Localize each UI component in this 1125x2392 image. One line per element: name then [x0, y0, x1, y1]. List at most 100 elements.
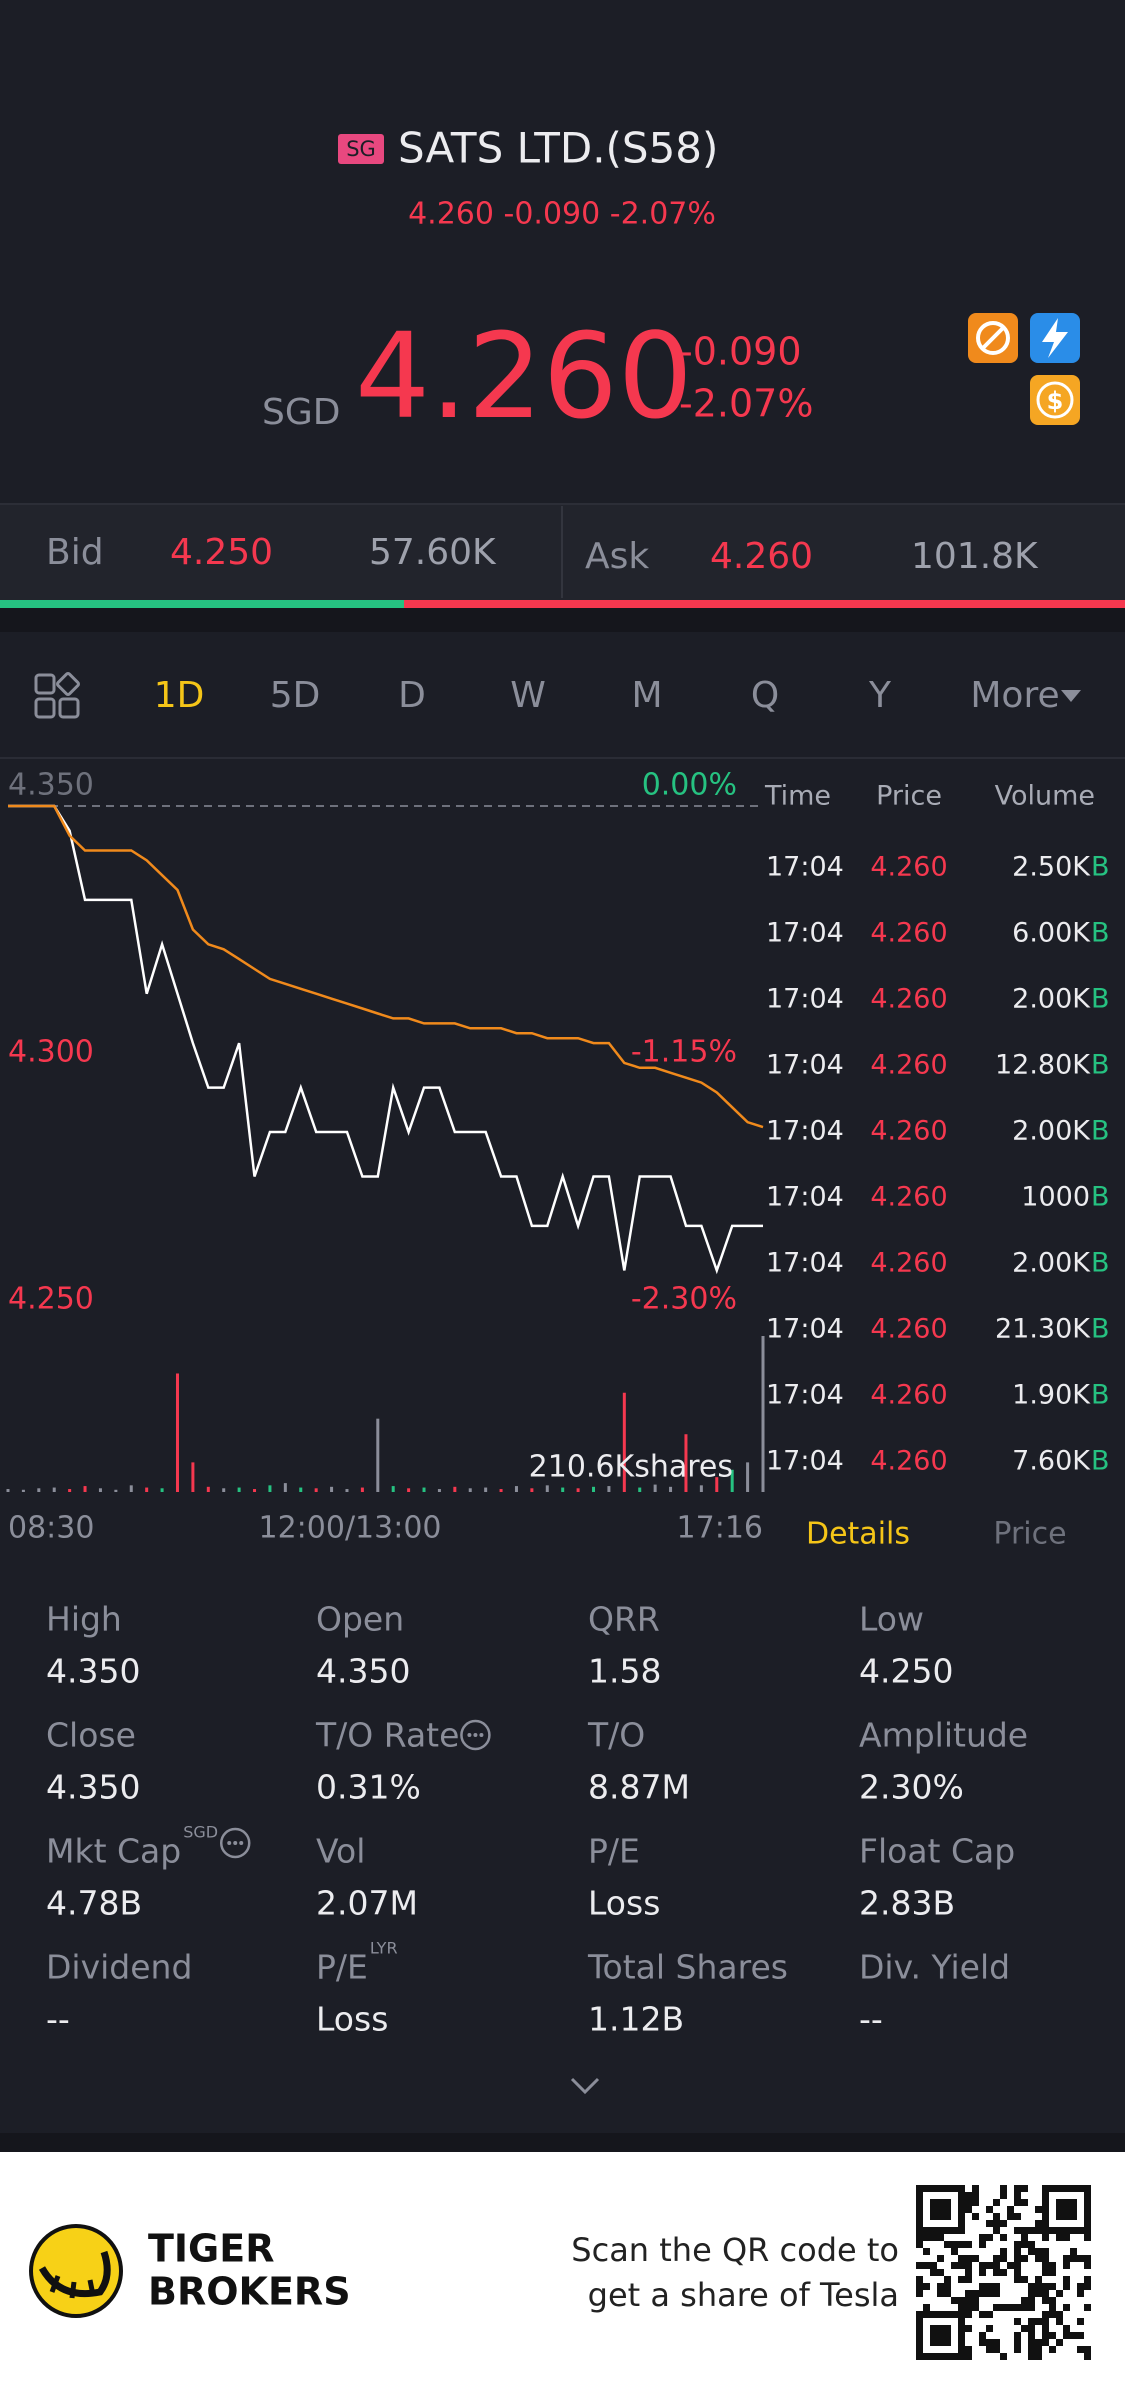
info-icon-dot: [479, 1733, 484, 1737]
qr-module: [944, 2290, 951, 2297]
qr-module: [958, 2276, 965, 2283]
volume-bar: [437, 1489, 441, 1492]
table-header: Price: [876, 781, 942, 812]
info-icon-dot: [233, 1841, 238, 1845]
timeframe-tab[interactable]: Q: [751, 675, 779, 716]
stat-value: 2.07M: [316, 1884, 418, 1923]
qr-module: [1028, 2297, 1035, 2304]
stat-label: Amplitude: [859, 1716, 1028, 1755]
trade-price: 4.260: [870, 1248, 947, 1279]
timeframe-tab[interactable]: Y: [868, 675, 892, 716]
volume-bar: [715, 1477, 719, 1492]
qr-module: [1000, 2304, 1007, 2311]
bid-size: 57.60K: [369, 532, 497, 573]
timeframe-tab[interactable]: D: [398, 675, 426, 716]
qr-module: [1014, 2241, 1021, 2248]
info-icon-dot: [473, 1733, 478, 1737]
qr-module: [937, 2234, 944, 2241]
expand-chevron[interactable]: [570, 2077, 600, 2095]
trade-side: B: [1091, 918, 1110, 949]
qr-module: [1000, 2269, 1007, 2276]
stat-label: Mkt Cap: [46, 1832, 181, 1871]
last-price: 4.260: [355, 307, 693, 445]
bid-price: 4.250: [170, 532, 273, 573]
qr-module: [972, 2255, 979, 2262]
qr-module: [944, 2325, 951, 2332]
timeframe-tab[interactable]: More: [970, 675, 1059, 716]
qr-module: [951, 2353, 958, 2360]
y-tick-label: 4.350: [8, 768, 94, 803]
volume-bar: [114, 1489, 118, 1492]
info-icon-ring: [219, 1827, 251, 1859]
qr-module: [1014, 2248, 1021, 2255]
volume-bar: [484, 1487, 488, 1492]
qr-module: [1049, 2185, 1056, 2192]
trade-side: B: [1091, 1116, 1110, 1147]
volume-bar: [376, 1418, 380, 1492]
stat-value: 4.250: [859, 1652, 953, 1691]
qr-module: [937, 2353, 944, 2360]
qr-module: [993, 2220, 1000, 2227]
qr-module: [951, 2311, 958, 2318]
layout-icon[interactable]: [34, 672, 80, 719]
qr-module: [1056, 2206, 1063, 2213]
qr-module: [1077, 2227, 1084, 2234]
qr-module: [1056, 2339, 1063, 2346]
info-icon[interactable]: [219, 1827, 251, 1859]
qr-module: [1049, 2262, 1056, 2269]
qr-module: [1084, 2346, 1091, 2353]
qr-module: [1035, 2339, 1042, 2346]
qr-module: [986, 2283, 993, 2290]
volume-bar: [653, 1484, 657, 1492]
qr-module: [979, 2241, 986, 2248]
qr-module: [1063, 2262, 1070, 2269]
svg-text:$: $: [1047, 387, 1064, 415]
qr-module: [930, 2206, 937, 2213]
qr-module: [1042, 2255, 1049, 2262]
qr-module: [1028, 2227, 1035, 2234]
qr-module: [916, 2353, 923, 2360]
panel-tab[interactable]: Details: [806, 1517, 910, 1552]
qr-module: [986, 2262, 993, 2269]
trade-side: B: [1091, 1248, 1110, 1279]
qr-module: [958, 2318, 965, 2325]
volume-bar: [499, 1489, 503, 1492]
timeframe-tab[interactable]: 1D: [154, 675, 205, 716]
qr-module: [1042, 2262, 1049, 2269]
qr-module: [1042, 2269, 1049, 2276]
qr-module: [951, 2241, 958, 2248]
timeframe-tab[interactable]: W: [510, 675, 546, 716]
y-tick-label: 4.250: [8, 1282, 94, 1317]
qr-module: [916, 2213, 923, 2220]
qr-module: [923, 2311, 930, 2318]
y2-tick-label: -1.15%: [631, 1035, 737, 1070]
panel-tab[interactable]: Price: [993, 1517, 1066, 1552]
qr-module: [937, 2283, 944, 2290]
stat-value: 4.350: [46, 1768, 140, 1807]
qr-module: [1049, 2227, 1056, 2234]
qr-module: [937, 2290, 944, 2297]
qr-module: [1021, 2304, 1028, 2311]
qr-module: [1049, 2346, 1056, 2353]
timeframe-tab[interactable]: 5D: [270, 675, 321, 716]
qr-module: [1035, 2220, 1042, 2227]
qr-module: [916, 2276, 923, 2283]
timeframe-tab[interactable]: M: [631, 675, 662, 716]
qr-module: [951, 2227, 958, 2234]
qr-module: [1007, 2213, 1014, 2220]
qr-module: [1042, 2297, 1049, 2304]
trade-price: 4.260: [870, 1446, 947, 1477]
stat-value: 4.350: [316, 1652, 410, 1691]
qr-module: [958, 2255, 965, 2262]
trade-side: B: [1091, 1446, 1110, 1477]
qr-module: [1049, 2332, 1056, 2339]
stat-value: 1.12B: [588, 2000, 684, 2039]
trade-volume: 21.30K: [995, 1314, 1091, 1345]
info-icon[interactable]: [460, 1719, 491, 1751]
price-line: [8, 804, 763, 1275]
trade-price: 4.260: [870, 1050, 947, 1081]
spacer: [0, 608, 1125, 632]
qr-module: [930, 2234, 937, 2241]
qr-module: [986, 2311, 993, 2318]
qr-module: [993, 2290, 1000, 2297]
